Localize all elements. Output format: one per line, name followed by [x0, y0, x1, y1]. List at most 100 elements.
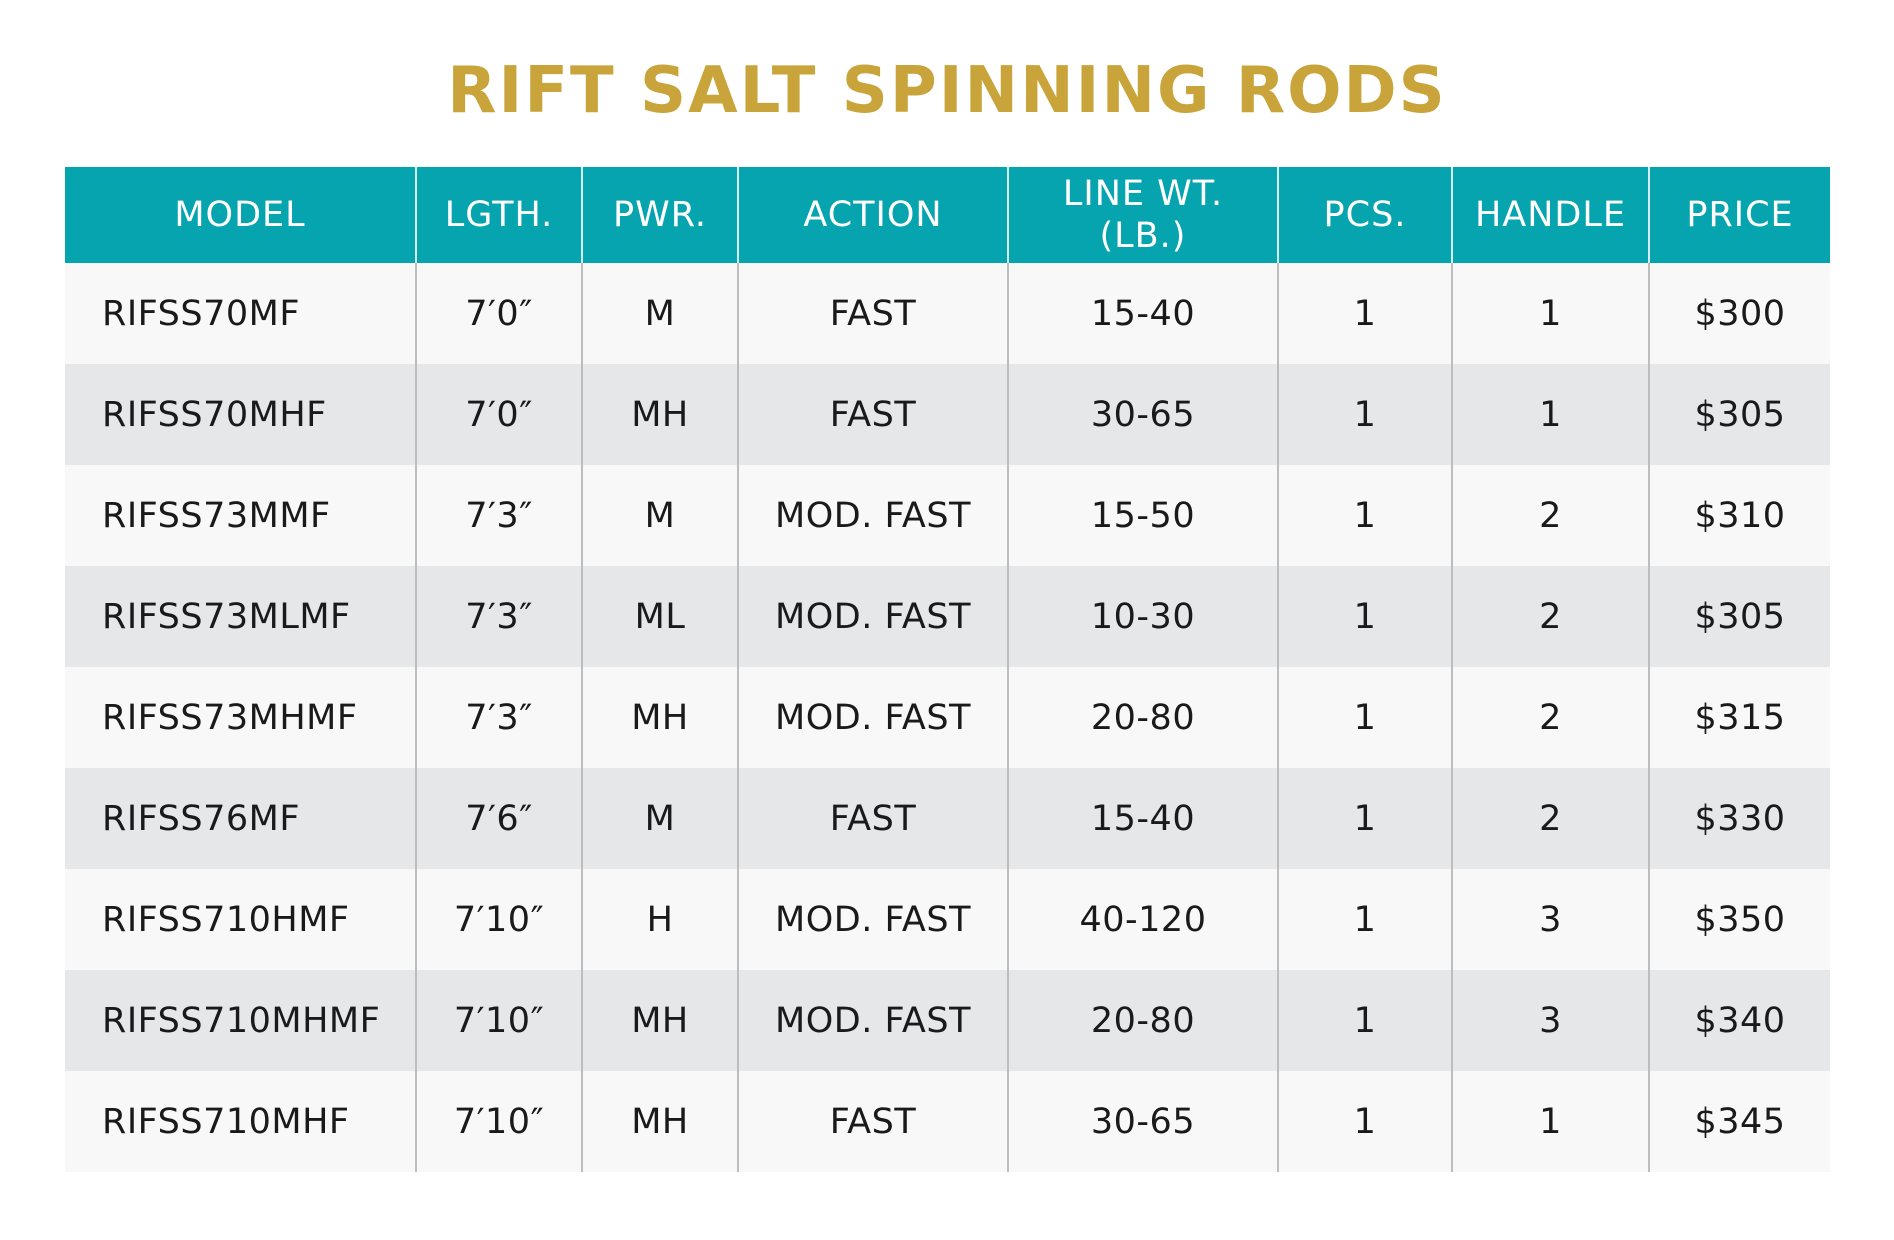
table-row: RIFSS76MF 7′6″ M FAST 15-40 1 2 $330: [65, 768, 1830, 869]
table-cell: 1: [1277, 869, 1452, 970]
table-cell: $345: [1648, 1071, 1830, 1172]
column-header-text: HANDLE: [1474, 195, 1626, 235]
table-cell: 1: [1451, 1071, 1649, 1172]
table-cell: $310: [1648, 465, 1830, 566]
table-cell: RIFSS76MF: [65, 768, 416, 869]
column-header-text: LGTH.: [444, 195, 554, 235]
table-cell: 3: [1451, 970, 1649, 1071]
table-cell: MOD. FAST: [737, 970, 1008, 1071]
table-row: RIFSS710MHMF 7′10″ MH MOD. FAST 20-80 1 3 $340: [65, 970, 1830, 1071]
column-header-text: PRICE: [1686, 195, 1794, 235]
table-row: RIFSS73MLMF 7′3″ ML MOD. FAST 10-30 1 2 $305: [65, 566, 1830, 667]
table-cell: ML: [581, 566, 738, 667]
column-header: LGTH.: [415, 167, 582, 263]
column-header-text: LINE WT. (LB.): [1062, 174, 1224, 256]
table-cell: 2: [1451, 667, 1649, 768]
column-header-text: ACTION: [803, 195, 943, 235]
table-cell: M: [581, 465, 738, 566]
table-cell: 7′0″: [415, 263, 582, 364]
column-header: MODEL: [65, 167, 416, 263]
table-cell: RIFSS73MMF: [65, 465, 416, 566]
table-cell: M: [581, 768, 738, 869]
spec-table: MODEL LGTH. PWR. ACTION LINE WT. (LB.) PCS. HA…: [65, 167, 1830, 1172]
table-cell: MOD. FAST: [737, 566, 1008, 667]
table-cell: RIFSS710HMF: [65, 869, 416, 970]
table-cell: 3: [1451, 869, 1649, 970]
table-cell: RIFSS73MLMF: [65, 566, 416, 667]
table-cell: FAST: [737, 1071, 1008, 1172]
table-cell: 7′6″: [415, 768, 582, 869]
table-cell: MOD. FAST: [737, 667, 1008, 768]
table-cell: 1: [1277, 566, 1452, 667]
column-header-text: MODEL: [174, 195, 306, 235]
table-cell: 7′3″: [415, 465, 582, 566]
table-cell: 1: [1277, 667, 1452, 768]
table-cell: 1: [1277, 263, 1452, 364]
table-cell: 40-120: [1007, 869, 1278, 970]
table-cell: RIFSS70MF: [65, 263, 416, 364]
table-cell: 15-40: [1007, 263, 1278, 364]
table-row: RIFSS70MF 7′0″ M FAST 15-40 1 1 $300: [65, 263, 1830, 364]
table-cell: $305: [1648, 566, 1830, 667]
table-cell: 15-50: [1007, 465, 1278, 566]
table-cell: FAST: [737, 364, 1008, 465]
table-cell: MH: [581, 667, 738, 768]
column-header-text: PCS.: [1323, 195, 1407, 235]
table-cell: 7′3″: [415, 667, 582, 768]
table-cell: 7′10″: [415, 1071, 582, 1172]
table-row: RIFSS70MHF 7′0″ MH FAST 30-65 1 1 $305: [65, 364, 1830, 465]
table-cell: RIFSS70MHF: [65, 364, 416, 465]
table-cell: 20-80: [1007, 667, 1278, 768]
table-row: RIFSS73MHMF 7′3″ MH MOD. FAST 20-80 1 2 $315: [65, 667, 1830, 768]
table-cell: MH: [581, 970, 738, 1071]
table-cell: 1: [1277, 1071, 1452, 1172]
table-cell: 30-65: [1007, 1071, 1278, 1172]
table-cell: RIFSS73MHMF: [65, 667, 416, 768]
table-cell: 20-80: [1007, 970, 1278, 1071]
table-cell: 1: [1277, 465, 1452, 566]
column-header: LINE WT. (LB.): [1007, 167, 1278, 263]
table-cell: 1: [1277, 970, 1452, 1071]
table-cell: M: [581, 263, 738, 364]
column-header: HANDLE: [1451, 167, 1649, 263]
column-header-text: PWR.: [613, 195, 707, 235]
table-cell: 2: [1451, 465, 1649, 566]
table-cell: MH: [581, 364, 738, 465]
table-cell: FAST: [737, 768, 1008, 869]
table-cell: 10-30: [1007, 566, 1278, 667]
table-cell: H: [581, 869, 738, 970]
table-row: RIFSS710HMF 7′10″ H MOD. FAST 40-120 1 3 $350: [65, 869, 1830, 970]
table-cell: 7′10″: [415, 869, 582, 970]
table-cell: RIFSS710MHF: [65, 1071, 416, 1172]
table-cell: FAST: [737, 263, 1008, 364]
table-cell: 15-40: [1007, 768, 1278, 869]
table-cell: MH: [581, 1071, 738, 1172]
column-header: ACTION: [737, 167, 1008, 263]
table-cell: $350: [1648, 869, 1830, 970]
table-cell: 7′0″: [415, 364, 582, 465]
table-cell: 2: [1451, 768, 1649, 869]
column-header: PRICE: [1648, 167, 1830, 263]
table-cell: 2: [1451, 566, 1649, 667]
table-cell: $340: [1648, 970, 1830, 1071]
table-cell: 7′3″: [415, 566, 582, 667]
table-cell: 1: [1451, 263, 1649, 364]
table-cell: $315: [1648, 667, 1830, 768]
title: RIFT SALT SPINNING RODS: [447, 54, 1447, 128]
table-cell: RIFSS710MHMF: [65, 970, 416, 1071]
table-cell: 1: [1451, 364, 1649, 465]
table-row: RIFSS710MHF 7′10″ MH FAST 30-65 1 1 $345: [65, 1071, 1830, 1172]
table-cell: $330: [1648, 768, 1830, 869]
column-header: PWR.: [581, 167, 738, 263]
column-header: PCS.: [1277, 167, 1452, 263]
table-cell: 1: [1277, 768, 1452, 869]
table-cell: 30-65: [1007, 364, 1278, 465]
table-cell: $300: [1648, 263, 1830, 364]
table-cell: 1: [1277, 364, 1452, 465]
table-cell: MOD. FAST: [737, 869, 1008, 970]
table-cell: $305: [1648, 364, 1830, 465]
table-cell: 7′10″: [415, 970, 582, 1071]
table-row: RIFSS73MMF 7′3″ M MOD. FAST 15-50 1 2 $310: [65, 465, 1830, 566]
header-row: MODEL LGTH. PWR. ACTION LINE WT. (LB.) PCS. HA…: [65, 167, 1830, 263]
